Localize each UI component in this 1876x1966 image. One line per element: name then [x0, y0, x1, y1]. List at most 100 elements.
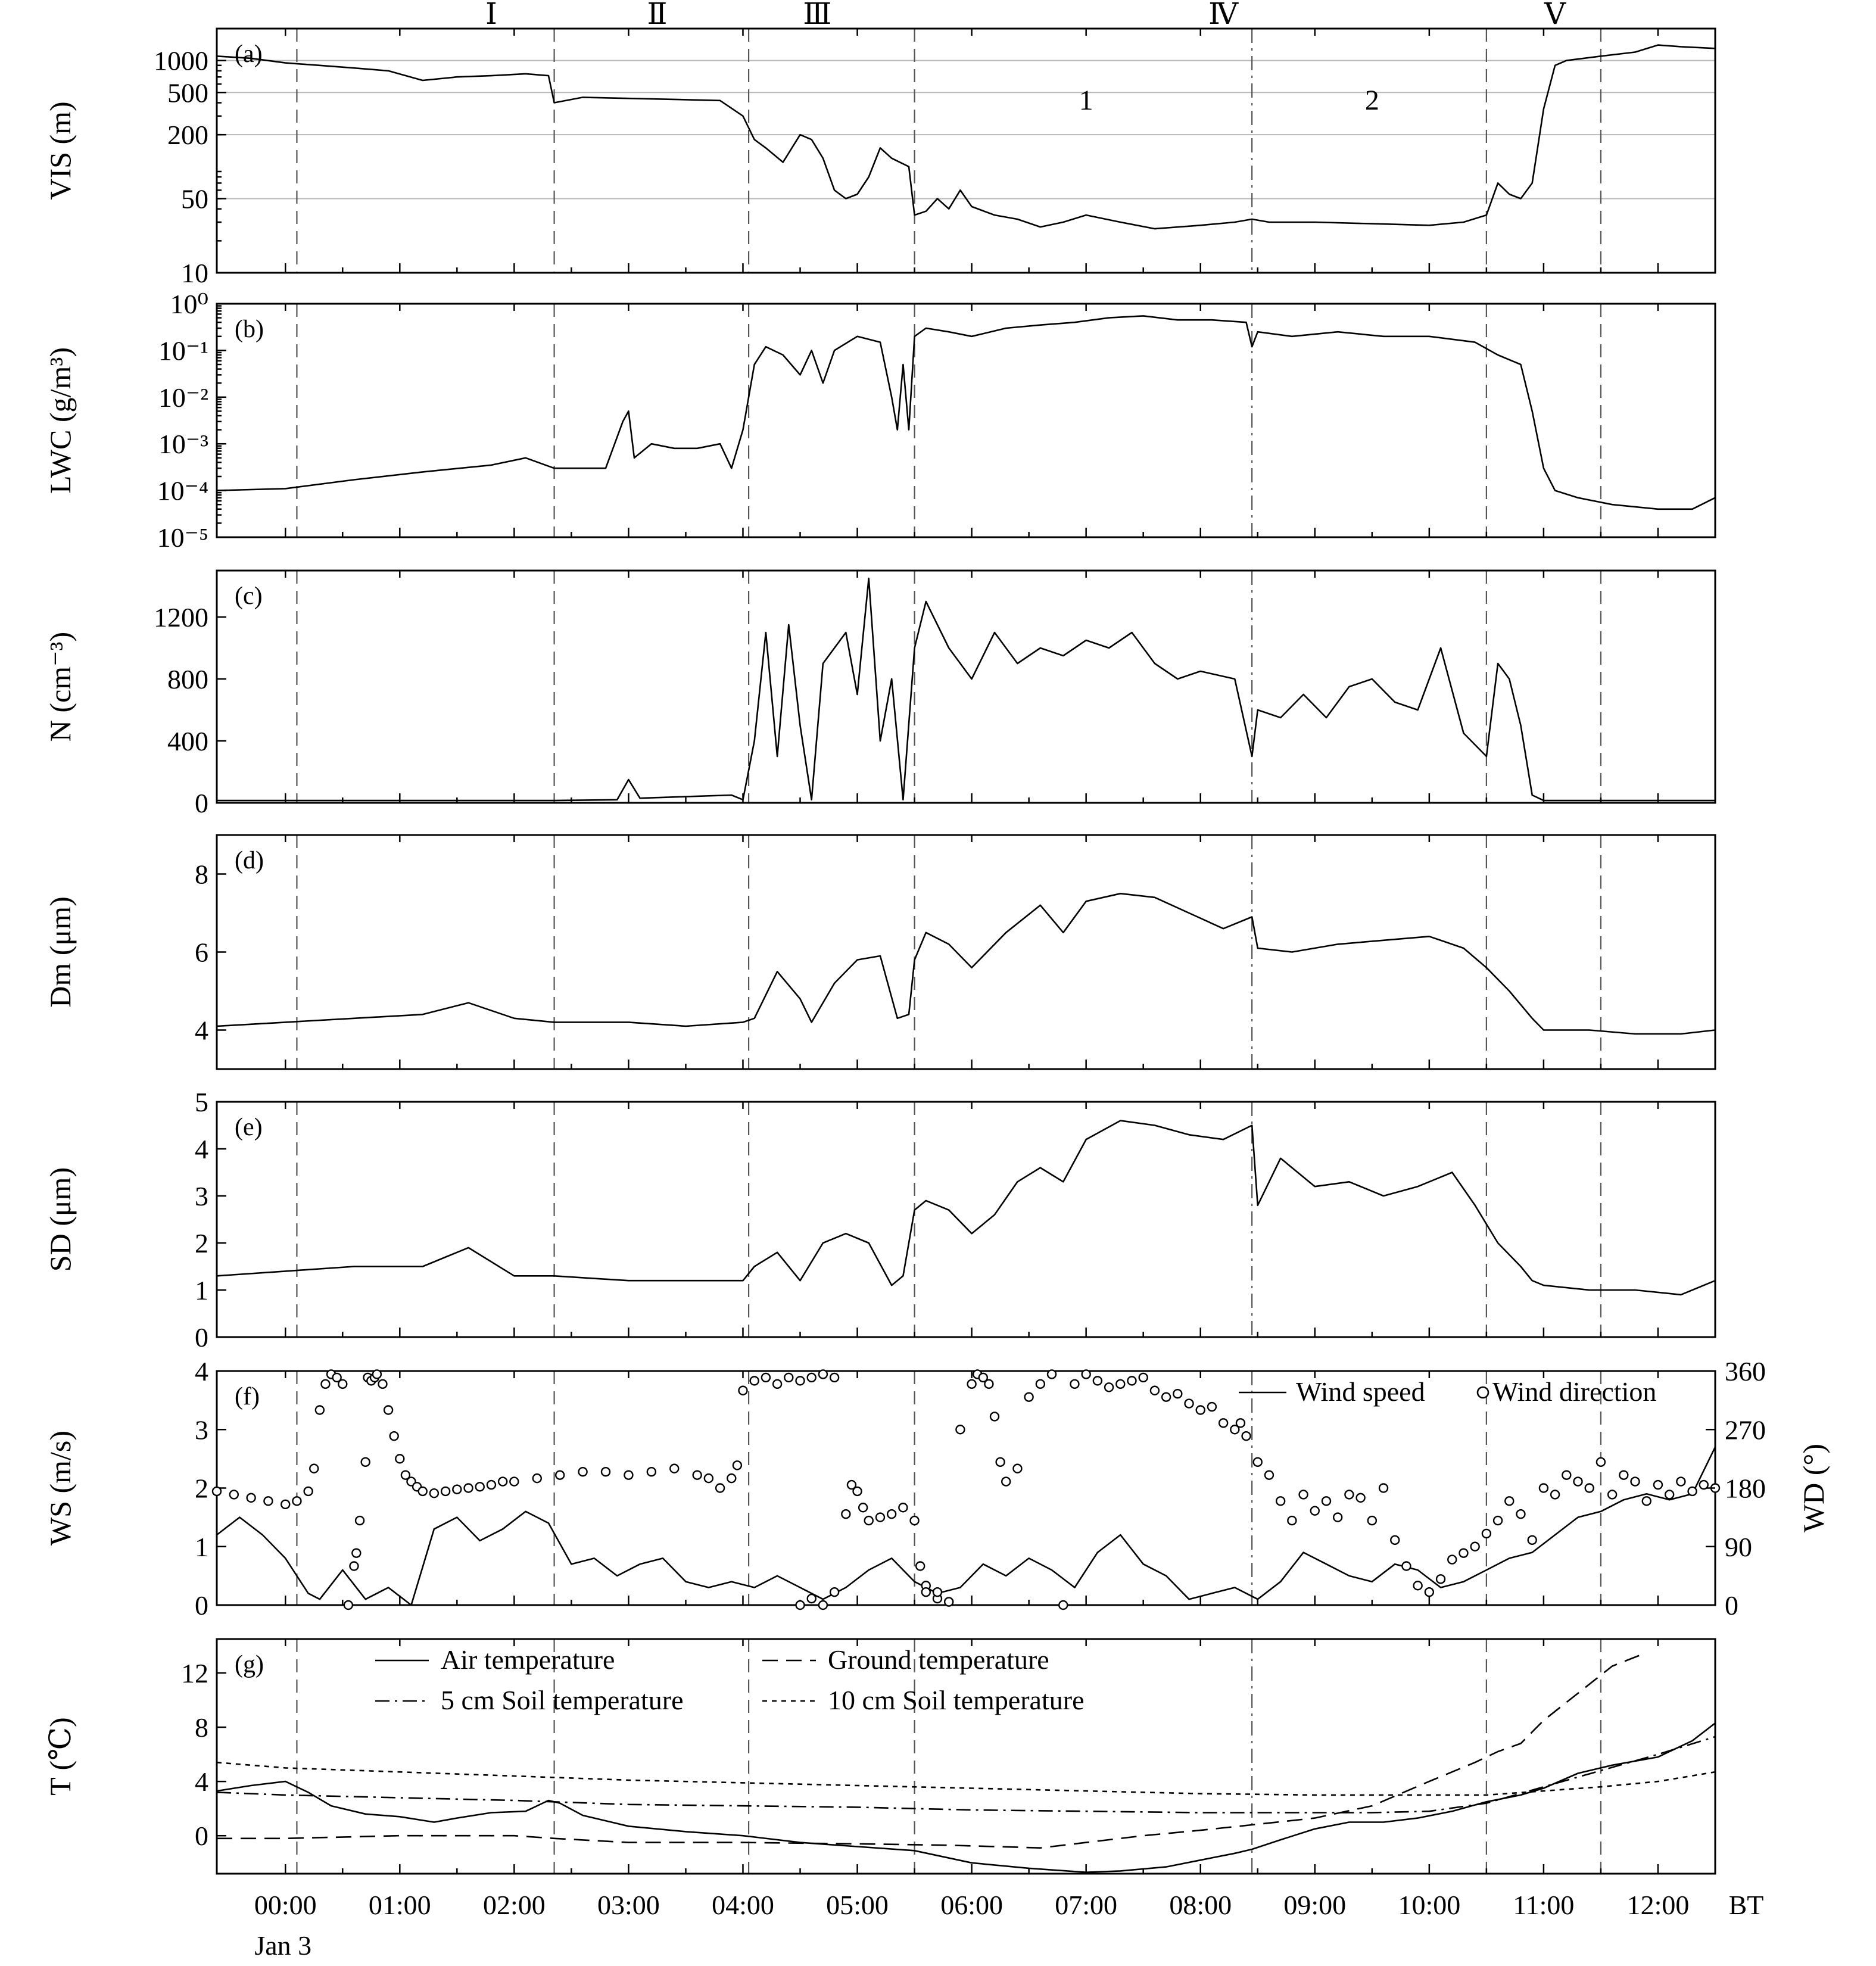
stage-label: Ⅴ [1544, 0, 1566, 30]
wind-direction-point [715, 1483, 725, 1493]
panel-tag: (e) [235, 1114, 263, 1141]
wind-direction-point [875, 1512, 886, 1522]
substage-label: 1 [1079, 85, 1093, 116]
wind-direction-point [1641, 1496, 1651, 1506]
wind-direction-point [532, 1473, 542, 1484]
wind-direction-point [1264, 1470, 1274, 1480]
wind-direction-point [395, 1454, 405, 1464]
legend-label-wind-speed: Wind speed [1296, 1376, 1425, 1407]
wind-direction-point [1355, 1493, 1366, 1503]
panel-tag: (a) [235, 40, 263, 68]
wind-direction-point [772, 1379, 783, 1389]
wind-direction-point [898, 1503, 908, 1513]
wind-direction-point [1310, 1506, 1320, 1516]
wind-direction-point [303, 1486, 313, 1497]
wind-direction-point [1035, 1379, 1046, 1389]
x-tick-label: 10:00 [1398, 1890, 1460, 1920]
y-tick-label: 2 [195, 1473, 208, 1504]
wind-direction-point [806, 1372, 817, 1383]
wind-direction-point [1195, 1405, 1205, 1415]
wind-direction-point [351, 1548, 362, 1558]
wind-direction-point [320, 1379, 331, 1389]
panel-frame [216, 303, 1716, 538]
wind-direction-point [1413, 1581, 1423, 1591]
wind-direction-point [1332, 1512, 1343, 1522]
wind-direction-point [1149, 1385, 1160, 1395]
wind-direction-point [360, 1457, 370, 1468]
wind-direction-point [738, 1385, 748, 1395]
y-tick-label: 400 [167, 726, 208, 756]
legend-label: 10 cm Soil temperature [828, 1685, 1085, 1715]
wind-direction-point [932, 1587, 943, 1597]
y-tick-label: 1200 [154, 602, 208, 633]
x-tick-label: 03:00 [597, 1890, 660, 1920]
legend-label: 5 cm Soil temperature [441, 1685, 684, 1715]
wind-direction-point [1235, 1418, 1246, 1428]
wind-direction-point [1573, 1476, 1583, 1487]
wind-direction-point [509, 1476, 519, 1487]
stage-label: Ⅳ [1208, 0, 1239, 30]
wind-direction-point [332, 1372, 342, 1383]
wind-direction-point [1184, 1398, 1194, 1409]
panel-tag: (c) [235, 582, 263, 610]
panel-b [216, 303, 1716, 538]
wind-direction-point [554, 1470, 565, 1480]
wind-direction-point [1401, 1561, 1411, 1571]
panel-d [216, 834, 1716, 1070]
wind-direction-point [1378, 1483, 1389, 1493]
wind-direction-point [440, 1486, 451, 1497]
y-tick-label: 800 [167, 664, 208, 694]
x-tick-label: 04:00 [712, 1890, 774, 1920]
wind-direction-point [246, 1493, 256, 1503]
wind-direction-point [281, 1499, 291, 1509]
wind-direction-point [818, 1369, 828, 1379]
wind-direction-point [943, 1597, 954, 1607]
panel-frame [216, 27, 1716, 274]
x-tick-label: 02:00 [483, 1890, 546, 1920]
wind-direction-point [669, 1463, 680, 1473]
wind-direction-point [1287, 1515, 1297, 1526]
wind-direction-point [1630, 1476, 1640, 1487]
y-tick-label: 200 [167, 120, 208, 150]
y-tick-label: 3 [195, 1414, 208, 1445]
y-axis-label: LWC (g/m³) [43, 347, 77, 494]
wind-direction-point [389, 1431, 399, 1441]
wind-direction-point [841, 1509, 851, 1519]
panel-tag: (d) [235, 847, 264, 874]
y-tick-label: 10⁻² [158, 382, 208, 413]
wind-direction-point [624, 1470, 634, 1480]
data-line [216, 1120, 1716, 1296]
y-tick-label: 500 [167, 77, 208, 108]
wind-direction-point [1173, 1389, 1183, 1399]
wind-direction-point [578, 1467, 588, 1477]
y-tick-label: 4 [195, 1015, 208, 1046]
wind-direction-point [463, 1483, 473, 1493]
wind-direction-point [1390, 1535, 1400, 1546]
wind-direction-point [692, 1470, 702, 1480]
x-tick-label: 06:00 [940, 1890, 1003, 1920]
wind-direction-point [852, 1486, 862, 1497]
panel-f [211, 1369, 1721, 1610]
wind-direction-point [452, 1484, 462, 1494]
y-tick-label: 10⁻¹ [158, 335, 208, 366]
y-tick-label: 4 [195, 1766, 208, 1797]
wind-direction-point [314, 1405, 325, 1415]
y2-axis-label: WD (°) [1797, 1444, 1830, 1532]
legend-label: Ground temperature [828, 1644, 1049, 1675]
wind-direction-point [338, 1379, 348, 1389]
panel-g [216, 1638, 1716, 1875]
wind-direction-point [475, 1482, 485, 1492]
wind-direction-point [967, 1379, 977, 1389]
substage-label: 2 [1365, 85, 1379, 116]
panel-a [216, 27, 1716, 274]
wind-direction-point [1012, 1463, 1023, 1473]
wind-direction-point [1584, 1483, 1594, 1493]
wind-direction-point [858, 1503, 868, 1513]
panel-frame [216, 569, 1716, 804]
y-axis-label: WS (m/s) [43, 1431, 77, 1546]
wind-direction-point [1321, 1496, 1332, 1506]
y-tick-label: 0 [195, 788, 208, 818]
panel-e [216, 1101, 1716, 1338]
wind-direction-point [1470, 1541, 1480, 1551]
